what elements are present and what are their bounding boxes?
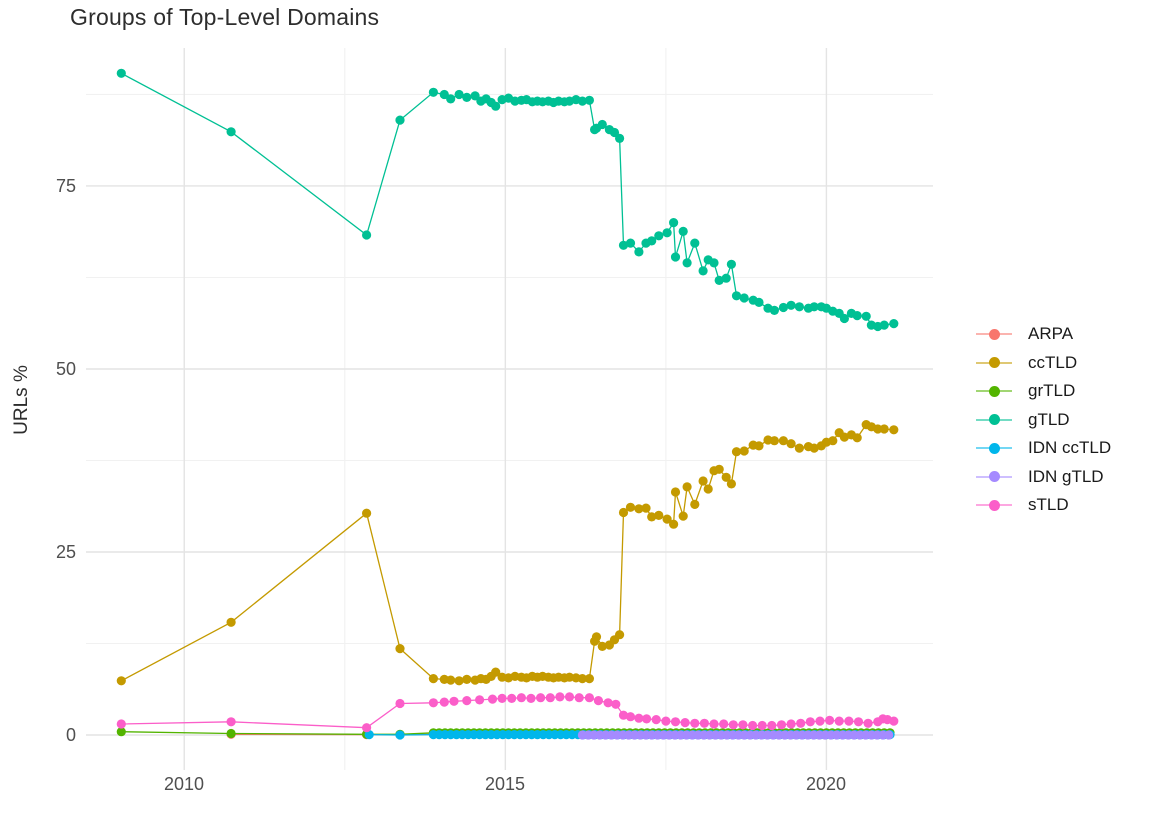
legend-key-stld (976, 499, 1012, 511)
legend-key-dot (988, 414, 1000, 426)
legend-item-gtld: gTLD (976, 406, 1111, 435)
legend-item-stld: sTLD (976, 491, 1111, 520)
legend-key-idn-gtld (976, 471, 1012, 483)
legend-key-cctld (976, 357, 1012, 369)
x-tick-label-2015: 2015 (484, 774, 526, 794)
legend-item-idn-cctld: IDN ccTLD (976, 434, 1111, 463)
legend-item-arpa: ARPA (976, 320, 1111, 349)
legend-item-label: ARPA (1028, 324, 1074, 344)
chart-title: Groups of Top-Level Domains (70, 4, 380, 30)
legend-key-dot (988, 385, 1000, 397)
legend-key-dot (988, 471, 1000, 483)
y-tick-label-25: 25 (55, 542, 76, 562)
legend-item-cctld: ccTLD (976, 349, 1111, 378)
legend: ARPA ccTLD grTLD gTLD IDN ccTLD IDN gTLD… (976, 320, 1111, 520)
legend-item-label: ccTLD (1028, 352, 1078, 372)
legend-item-label: sTLD (1028, 495, 1069, 515)
y-tick-label-50: 50 (55, 359, 76, 379)
legend-item-label: gTLD (1028, 409, 1070, 429)
legend-item-label: IDN ccTLD (1028, 438, 1112, 458)
legend-key-dot (988, 357, 1000, 369)
y-tick-label-75: 75 (55, 176, 76, 196)
legend-item-idn-gtld: IDN gTLD (976, 463, 1111, 492)
legend-item-grtld: grTLD (976, 377, 1111, 406)
legend-key-arpa (976, 328, 1012, 340)
x-tick-label-2020: 2020 (805, 774, 847, 794)
legend-item-label: grTLD (1028, 381, 1076, 401)
legend-key-grtld (976, 385, 1012, 397)
legend-key-gtld (976, 414, 1012, 426)
legend-key-idn-cctld (976, 442, 1012, 454)
y-tick-label-0: 0 (65, 725, 76, 745)
legend-key-dot (988, 499, 1000, 511)
legend-item-label: IDN gTLD (1028, 466, 1104, 486)
legend-key-dot (988, 442, 1000, 454)
x-tick-label-2010: 2010 (163, 774, 205, 794)
legend-key-dot (988, 328, 1000, 340)
